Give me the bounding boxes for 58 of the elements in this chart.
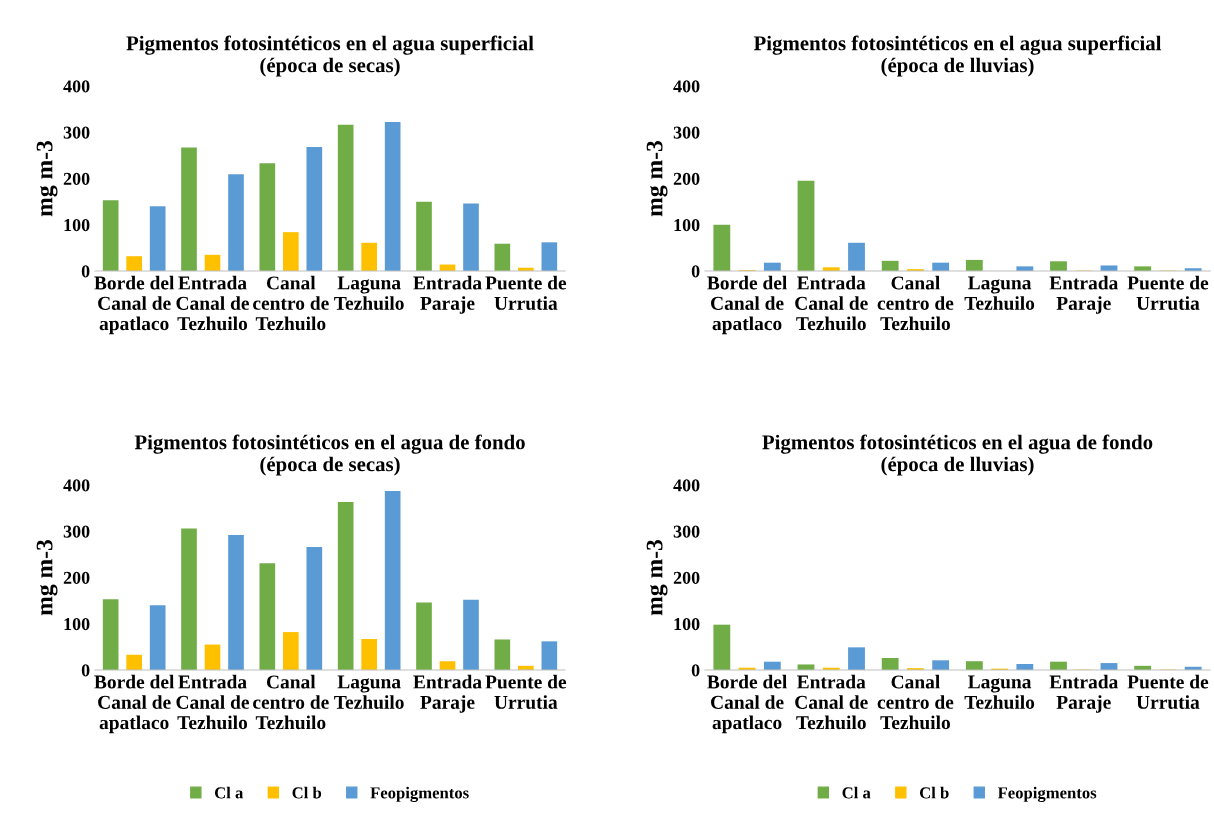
legend-label: Cl a bbox=[214, 786, 244, 799]
legend-label: Cl b bbox=[292, 786, 322, 799]
x-tick-label: Laguna Tezhuilo bbox=[964, 276, 1035, 310]
y-tick-label: 100 bbox=[674, 219, 700, 232]
y-axis-title: mg m-3 bbox=[646, 539, 668, 616]
x-tick-label: Laguna Tezhuilo bbox=[334, 675, 404, 709]
y-tick-label: 300 bbox=[673, 525, 700, 538]
x-tick-label: Entrada Paraje bbox=[1049, 674, 1119, 713]
chart-title: Pigmentos fotosintéticos en el agua de fondo (época de secas) bbox=[134, 434, 525, 476]
y-tick-label: 100 bbox=[64, 618, 90, 631]
y-axis-title: mg m-3 bbox=[36, 539, 58, 616]
y-axis-title: mg m-3 bbox=[36, 140, 58, 217]
x-tick-label: Entrada Paraje bbox=[413, 674, 482, 713]
y-tick-label: 400 bbox=[673, 80, 700, 93]
y-tick-label: 100 bbox=[64, 219, 90, 232]
x-tick-label: Canal centro de Tezhuilo bbox=[877, 275, 954, 331]
x-tick-label: Puente de Urrutia bbox=[1127, 275, 1209, 310]
x-tick-label: Entrada Paraje bbox=[1049, 275, 1119, 314]
legend-label: Feopigmentos bbox=[997, 786, 1097, 802]
x-tick-label: Canal centro de Tezhuilo bbox=[253, 674, 329, 730]
x-tick-label: Borde del Canal de apatlaco bbox=[94, 674, 175, 734]
y-tick-label: 300 bbox=[63, 525, 90, 538]
y-tick-label: 200 bbox=[63, 172, 90, 185]
x-tick-label: Borde del Canal de apatlaco bbox=[707, 275, 787, 335]
y-tick-label: 0 bbox=[691, 265, 700, 278]
y-tick-label: 200 bbox=[673, 571, 700, 584]
x-tick-label: Laguna Tezhuilo bbox=[964, 675, 1035, 709]
y-tick-label: 400 bbox=[63, 479, 90, 492]
y-tick-label: 200 bbox=[63, 571, 90, 584]
y-tick-label: 0 bbox=[691, 664, 700, 677]
x-tick-label: Canal centro de Tezhuilo bbox=[877, 674, 954, 730]
x-tick-label: Puente de Urrutia bbox=[485, 275, 567, 310]
y-tick-label: 400 bbox=[63, 80, 90, 93]
y-axis-title: mg m-3 bbox=[646, 140, 668, 217]
x-tick-label: Entrada Canal de Tezhuilo bbox=[176, 674, 249, 730]
x-tick-label: Puente de Urrutia bbox=[485, 674, 567, 709]
y-tick-label: 400 bbox=[673, 479, 700, 492]
chart-title: Pigmentos fotosintéticos en el agua de fondo (época de lluvias) bbox=[762, 434, 1153, 476]
legend-label: Cl a bbox=[842, 786, 871, 799]
x-tick-label: Borde del Canal de apatlaco bbox=[707, 674, 787, 734]
y-tick-label: 300 bbox=[673, 126, 700, 139]
chart-title: Pigmentos fotosintéticos en el agua superficial (época de secas) bbox=[126, 35, 534, 77]
y-tick-label: 300 bbox=[63, 126, 90, 139]
y-tick-label: 0 bbox=[81, 664, 90, 677]
y-tick-label: 200 bbox=[673, 172, 700, 185]
x-tick-label: Entrada Canal de Tezhuilo bbox=[795, 275, 868, 331]
x-tick-label: Laguna Tezhuilo bbox=[334, 276, 404, 310]
y-tick-label: 0 bbox=[81, 265, 90, 278]
x-tick-label: Entrada Paraje bbox=[413, 275, 482, 314]
y-tick-label: 100 bbox=[674, 618, 700, 631]
x-tick-label: Canal centro de Tezhuilo bbox=[253, 275, 329, 331]
x-tick-label: Borde del Canal de apatlaco bbox=[94, 275, 175, 335]
chart-title: Pigmentos fotosintéticos en el agua superficial (época de lluvias) bbox=[753, 35, 1162, 77]
legend-label: Feopigmentos bbox=[370, 786, 469, 802]
x-tick-label: Entrada Canal de Tezhuilo bbox=[795, 674, 868, 730]
legend-label: Cl b bbox=[919, 786, 949, 799]
x-tick-label: Entrada Canal de Tezhuilo bbox=[176, 275, 249, 331]
x-tick-label: Puente de Urrutia bbox=[1127, 674, 1209, 709]
